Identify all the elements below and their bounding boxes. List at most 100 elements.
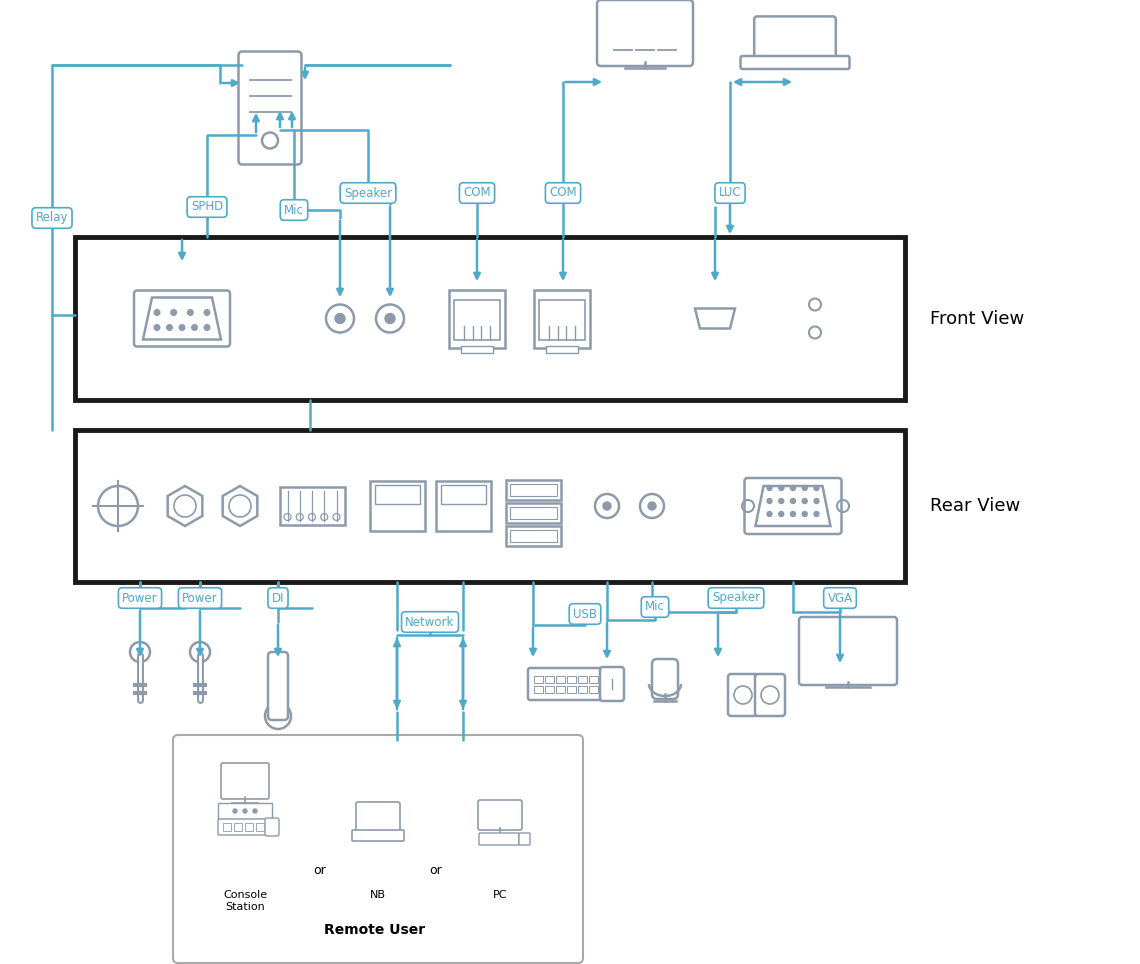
Text: Console
Station: Console Station (223, 890, 267, 912)
FancyBboxPatch shape (435, 481, 490, 531)
Text: or: or (430, 864, 442, 876)
Text: Front View: Front View (930, 309, 1024, 328)
FancyBboxPatch shape (505, 503, 561, 523)
FancyBboxPatch shape (534, 289, 591, 347)
FancyBboxPatch shape (238, 51, 301, 165)
FancyBboxPatch shape (264, 818, 279, 836)
FancyBboxPatch shape (556, 676, 565, 683)
FancyBboxPatch shape (256, 823, 264, 831)
FancyBboxPatch shape (799, 617, 897, 685)
FancyBboxPatch shape (479, 833, 519, 845)
FancyBboxPatch shape (454, 300, 500, 339)
FancyBboxPatch shape (478, 800, 522, 830)
FancyBboxPatch shape (567, 686, 576, 693)
Circle shape (204, 309, 210, 315)
Text: Mic: Mic (284, 203, 304, 217)
Text: Power: Power (122, 592, 157, 604)
Circle shape (803, 498, 807, 503)
FancyBboxPatch shape (510, 507, 556, 519)
Polygon shape (695, 308, 735, 329)
Text: Speaker: Speaker (344, 186, 392, 200)
FancyBboxPatch shape (567, 676, 576, 683)
FancyBboxPatch shape (545, 676, 554, 683)
Circle shape (171, 309, 177, 315)
Circle shape (779, 498, 784, 503)
FancyBboxPatch shape (245, 823, 253, 831)
Text: USB: USB (573, 607, 597, 621)
Text: COM: COM (463, 186, 491, 200)
Circle shape (803, 486, 807, 491)
FancyBboxPatch shape (505, 480, 561, 500)
Text: COM: COM (549, 186, 577, 200)
FancyBboxPatch shape (440, 485, 486, 504)
FancyBboxPatch shape (510, 484, 556, 496)
FancyBboxPatch shape (221, 763, 269, 799)
Text: PC: PC (492, 890, 507, 900)
FancyBboxPatch shape (534, 676, 543, 683)
Circle shape (790, 498, 796, 503)
Circle shape (192, 325, 197, 331)
Circle shape (779, 512, 784, 517)
Circle shape (803, 512, 807, 517)
Circle shape (767, 498, 772, 503)
FancyBboxPatch shape (578, 686, 587, 693)
Circle shape (790, 512, 796, 517)
FancyBboxPatch shape (755, 16, 836, 63)
Polygon shape (222, 486, 258, 526)
Circle shape (154, 309, 160, 315)
Polygon shape (756, 486, 831, 526)
FancyBboxPatch shape (218, 819, 266, 835)
FancyBboxPatch shape (449, 289, 505, 347)
FancyBboxPatch shape (223, 823, 231, 831)
Text: LUC: LUC (718, 186, 741, 200)
FancyBboxPatch shape (218, 803, 272, 819)
FancyBboxPatch shape (519, 833, 530, 845)
FancyBboxPatch shape (75, 430, 905, 582)
FancyBboxPatch shape (356, 802, 400, 834)
Circle shape (253, 809, 256, 813)
FancyBboxPatch shape (589, 686, 598, 693)
Circle shape (166, 325, 172, 331)
Circle shape (603, 502, 611, 510)
Text: NB: NB (370, 890, 386, 900)
Circle shape (790, 486, 796, 491)
Circle shape (335, 313, 345, 324)
Text: or: or (314, 864, 326, 876)
FancyBboxPatch shape (375, 485, 420, 504)
Text: Remote User: Remote User (325, 923, 425, 937)
Text: Network: Network (406, 615, 455, 629)
FancyBboxPatch shape (234, 823, 242, 831)
Circle shape (385, 313, 394, 324)
FancyBboxPatch shape (556, 686, 565, 693)
FancyBboxPatch shape (741, 56, 849, 69)
Circle shape (154, 325, 160, 331)
Circle shape (188, 309, 193, 315)
FancyBboxPatch shape (528, 668, 604, 700)
FancyBboxPatch shape (461, 345, 492, 353)
FancyBboxPatch shape (369, 481, 424, 531)
Circle shape (204, 325, 210, 331)
FancyBboxPatch shape (578, 676, 587, 683)
Text: Speaker: Speaker (712, 592, 760, 604)
Circle shape (814, 512, 819, 517)
Text: VGA: VGA (828, 592, 853, 604)
FancyBboxPatch shape (597, 0, 693, 66)
Polygon shape (168, 486, 202, 526)
FancyBboxPatch shape (505, 526, 561, 546)
FancyBboxPatch shape (75, 237, 905, 400)
Circle shape (767, 512, 772, 517)
FancyBboxPatch shape (534, 686, 543, 693)
Text: Relay: Relay (35, 211, 68, 225)
Polygon shape (142, 298, 221, 339)
FancyBboxPatch shape (589, 676, 598, 683)
FancyBboxPatch shape (352, 830, 404, 841)
FancyBboxPatch shape (510, 530, 556, 542)
FancyBboxPatch shape (546, 345, 578, 353)
Text: Power: Power (182, 592, 218, 604)
FancyBboxPatch shape (545, 686, 554, 693)
FancyBboxPatch shape (728, 674, 758, 716)
FancyBboxPatch shape (539, 300, 585, 339)
Circle shape (767, 486, 772, 491)
FancyBboxPatch shape (173, 735, 583, 963)
Text: SPHD: SPHD (190, 201, 223, 213)
